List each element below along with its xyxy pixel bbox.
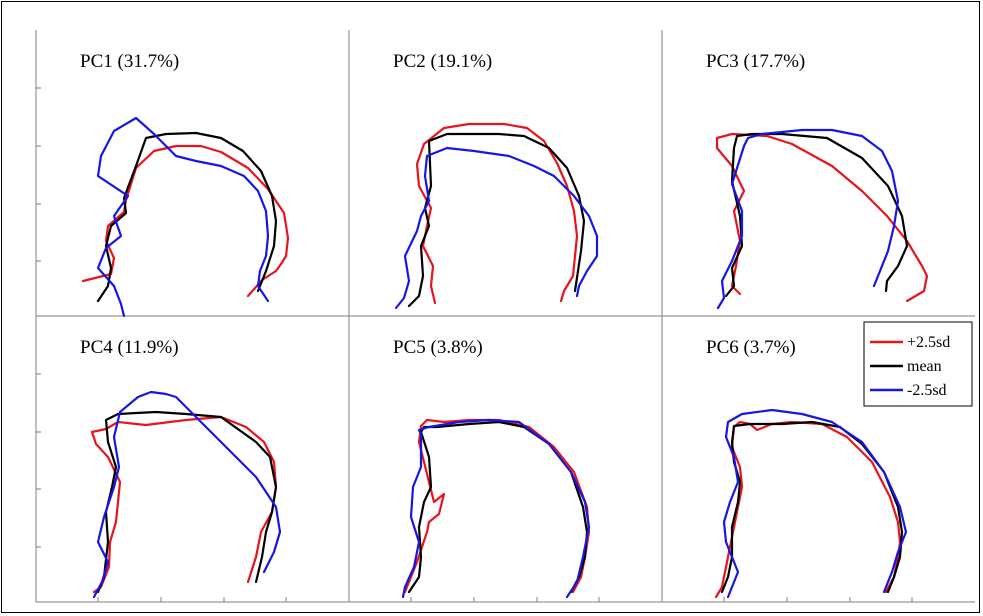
panel-title: PC1 (31.7%) (80, 51, 179, 72)
panel-title: PC6 (3.7%) (706, 337, 796, 358)
panel-title: PC2 (19.1%) (393, 51, 492, 72)
panel-pc1: PC1 (31.7%) (80, 51, 290, 318)
panel-title: PC3 (17.7%) (706, 51, 805, 72)
series-plus-line (81, 144, 290, 298)
panel-pc2: PC2 (19.1%) (393, 51, 599, 310)
panel-pc3: PC3 (17.7%) (706, 51, 929, 310)
series-plus-line (90, 415, 278, 594)
series-mean-line (407, 420, 589, 594)
series-mean-line (96, 410, 278, 594)
series-minus-line (96, 116, 270, 318)
series-minus-line (394, 146, 599, 310)
panel-title: PC5 (3.8%) (393, 337, 483, 358)
series-minus-line (92, 390, 282, 599)
legend-label-mean: mean (907, 358, 942, 375)
panel-pc6: PC6 (3.7%) (706, 337, 908, 599)
panel-pc4: PC4 (11.9%) (80, 337, 282, 599)
legend: +2.5sd mean -2.5sd (863, 321, 973, 407)
series-plus-line (714, 420, 902, 599)
series-mean-line (720, 420, 904, 594)
series-minus-line (401, 418, 591, 599)
series-plus-line (403, 418, 591, 594)
series-minus-line (716, 128, 900, 310)
series-minus-line (722, 408, 908, 599)
panel-title: PC4 (11.9%) (80, 337, 179, 358)
series-mean-line (407, 132, 586, 308)
legend-label-plus: +2.5sd (907, 334, 950, 351)
legend-box (863, 321, 973, 407)
legend-label-minus: -2.5sd (907, 382, 947, 399)
series-mean-line (96, 131, 278, 303)
panel-pc5: PC5 (3.8%) (393, 337, 591, 599)
